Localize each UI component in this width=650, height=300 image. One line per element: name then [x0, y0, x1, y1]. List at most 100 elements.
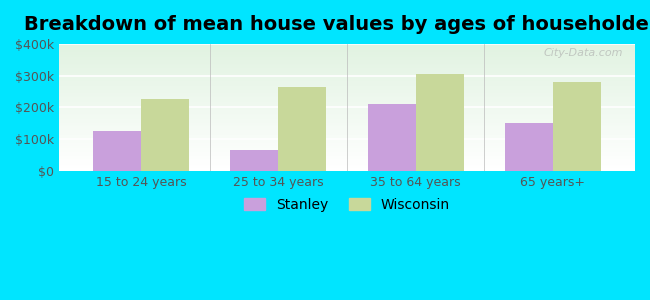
Bar: [141, 100, 189, 171]
Bar: [59, 166, 635, 167]
Bar: [59, 148, 635, 149]
Bar: [59, 52, 635, 53]
Bar: [59, 128, 635, 129]
Bar: [59, 151, 635, 152]
Bar: [59, 107, 635, 109]
Bar: [59, 106, 635, 107]
Bar: [59, 154, 635, 156]
Bar: [59, 143, 635, 144]
Legend: Stanley, Wisconsin: Stanley, Wisconsin: [239, 192, 456, 217]
Bar: [59, 123, 635, 124]
Bar: [59, 82, 635, 83]
Bar: [59, 105, 635, 106]
Bar: [59, 168, 635, 170]
Bar: [59, 140, 635, 142]
Bar: [59, 115, 635, 116]
Bar: [59, 58, 635, 59]
Bar: [59, 83, 635, 85]
Bar: [59, 98, 635, 100]
Bar: [59, 138, 635, 139]
Bar: [552, 82, 601, 171]
Bar: [59, 144, 635, 145]
Bar: [59, 161, 635, 162]
Bar: [59, 135, 635, 136]
Bar: [59, 88, 635, 90]
Bar: [59, 63, 635, 64]
Bar: [59, 163, 635, 165]
Bar: [59, 57, 635, 58]
Bar: [367, 104, 415, 171]
Bar: [415, 74, 463, 171]
Bar: [59, 72, 635, 73]
Bar: [59, 80, 635, 81]
Bar: [59, 149, 635, 151]
Bar: [59, 101, 635, 102]
Bar: [59, 152, 635, 153]
Bar: [59, 156, 635, 157]
Bar: [230, 150, 278, 171]
Bar: [59, 124, 635, 125]
Bar: [59, 73, 635, 74]
Bar: [59, 114, 635, 115]
Bar: [59, 129, 635, 130]
Bar: [59, 110, 635, 111]
Bar: [59, 130, 635, 131]
Bar: [59, 160, 635, 161]
Text: City-Data.com: City-Data.com: [544, 48, 623, 58]
Bar: [59, 112, 635, 114]
Bar: [59, 74, 635, 76]
Bar: [59, 60, 635, 62]
Bar: [59, 86, 635, 87]
Bar: [59, 142, 635, 143]
Bar: [59, 95, 635, 96]
Bar: [278, 87, 326, 171]
Bar: [59, 67, 635, 68]
Bar: [59, 48, 635, 49]
Bar: [59, 153, 635, 154]
Bar: [59, 78, 635, 80]
Bar: [59, 45, 635, 46]
Bar: [59, 170, 635, 171]
Bar: [59, 100, 635, 101]
Bar: [59, 120, 635, 122]
Bar: [59, 81, 635, 82]
Bar: [59, 68, 635, 69]
Bar: [59, 77, 635, 78]
Bar: [59, 122, 635, 123]
Bar: [59, 147, 635, 148]
Bar: [59, 125, 635, 127]
Bar: [504, 123, 552, 171]
Bar: [93, 131, 141, 171]
Bar: [59, 44, 635, 45]
Bar: [59, 54, 635, 55]
Bar: [59, 55, 635, 57]
Bar: [59, 91, 635, 92]
Bar: [59, 111, 635, 112]
Bar: [59, 50, 635, 52]
Bar: [59, 157, 635, 158]
Bar: [59, 136, 635, 138]
Bar: [59, 62, 635, 63]
Bar: [59, 85, 635, 86]
Bar: [59, 118, 635, 119]
Bar: [59, 69, 635, 70]
Bar: [59, 90, 635, 91]
Bar: [59, 49, 635, 50]
Bar: [59, 133, 635, 134]
Bar: [59, 64, 635, 65]
Bar: [59, 87, 635, 88]
Bar: [59, 65, 635, 67]
Bar: [59, 76, 635, 77]
Bar: [59, 103, 635, 105]
Bar: [59, 134, 635, 135]
Bar: [59, 109, 635, 110]
Bar: [59, 116, 635, 118]
Bar: [59, 167, 635, 168]
Bar: [59, 96, 635, 97]
Bar: [59, 92, 635, 93]
Bar: [59, 46, 635, 48]
Bar: [59, 127, 635, 128]
Bar: [59, 93, 635, 95]
Bar: [59, 70, 635, 72]
Bar: [59, 59, 635, 60]
